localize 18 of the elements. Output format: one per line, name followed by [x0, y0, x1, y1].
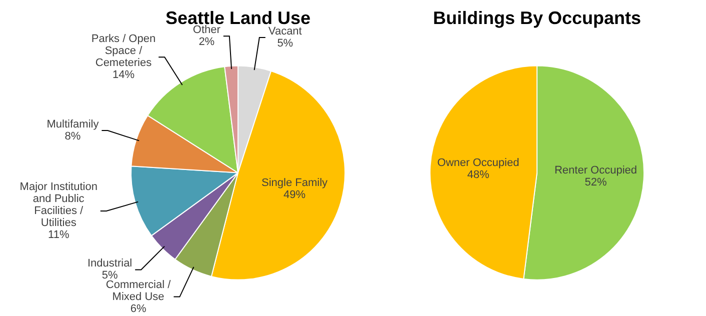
slice-label: Major Institution and Public Facilities / Utilities: [20, 181, 98, 230]
data-label: 14%: [112, 69, 135, 82]
data-label: 8%: [64, 130, 81, 142]
slice-label: Renter Occupied: [554, 164, 638, 177]
slice-label: Single Family: [262, 177, 328, 190]
slice-label: Industrial: [87, 258, 132, 270]
data-label: 52%: [584, 176, 607, 189]
data-label: 48%: [467, 169, 490, 182]
slice-label: Parks / Open Space / Cemeteries: [91, 33, 156, 70]
slice-label: Vacant: [268, 26, 302, 38]
data-label: 49%: [284, 189, 306, 202]
data-label: 2%: [198, 36, 215, 48]
slice-label: Owner Occupied: [437, 157, 520, 170]
slice-label: Multifamily: [46, 118, 100, 130]
data-label: 6%: [130, 302, 146, 315]
data-label: 11%: [48, 229, 70, 242]
data-label: 5%: [277, 38, 294, 50]
chart-title: Buildings By Occupants: [432, 8, 642, 28]
